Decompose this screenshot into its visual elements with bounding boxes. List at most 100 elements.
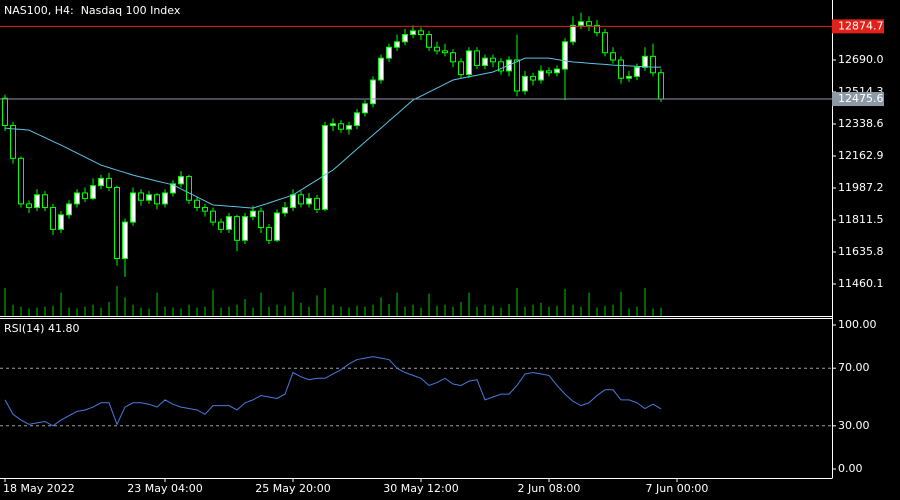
y-tick-label: 11987.2: [838, 181, 884, 194]
candle-body: [410, 30, 416, 35]
candle-body: [434, 46, 440, 52]
y-tick-label: 11460.1: [838, 277, 884, 290]
candle-body: [290, 194, 296, 209]
y-tick-label: 12338.6: [838, 117, 884, 130]
x-tick-label: 18 May 2022: [3, 482, 75, 495]
candle-body: [466, 50, 472, 76]
candle-body: [530, 75, 536, 81]
price-level-label: 12874.7: [838, 19, 884, 32]
moving-average: [4, 57, 661, 209]
candle-body: [10, 125, 16, 159]
candle-body: [258, 210, 264, 229]
candle-body: [498, 61, 504, 72]
candle-body: [106, 177, 112, 188]
candle-body: [354, 112, 360, 127]
candle-body: [426, 33, 432, 48]
x-tick-label: 30 May 12:00: [383, 482, 458, 495]
candle-body: [218, 221, 224, 230]
candle-body: [186, 176, 192, 201]
candle-body: [658, 72, 664, 100]
y-tick-label: 0.00: [838, 462, 863, 475]
candle-body: [618, 59, 624, 79]
candle-body: [250, 210, 256, 218]
candle-body: [322, 125, 328, 210]
candle-body: [234, 216, 240, 241]
price-level-label: 12475.6: [838, 92, 884, 105]
candle-body: [402, 33, 408, 43]
candle-body: [610, 52, 616, 61]
candle-body: [122, 221, 128, 260]
candle-body: [162, 192, 168, 205]
candle-body: [90, 185, 96, 199]
candle-body: [154, 194, 160, 205]
y-tick-label: 100.00: [838, 318, 877, 331]
x-tick-label: 25 May 20:00: [255, 482, 330, 495]
candle-body: [442, 50, 448, 54]
y-tick-label: 11811.5: [838, 213, 884, 226]
candle-body: [554, 68, 560, 74]
candle-body: [98, 177, 104, 187]
candle-body: [266, 227, 272, 241]
candle-body: [338, 123, 344, 130]
candle-body: [586, 21, 592, 26]
candle-body: [194, 199, 200, 209]
candle-body: [370, 79, 376, 105]
candle-body: [626, 75, 632, 79]
candle-body: [210, 210, 216, 223]
candle-body: [50, 207, 56, 230]
y-tick-label: 30.00: [838, 419, 870, 432]
candle-body: [538, 70, 544, 81]
candle-body: [346, 125, 352, 130]
y-tick-label: 70.00: [838, 361, 870, 374]
candle-body: [58, 214, 64, 230]
candle-body: [146, 194, 152, 201]
y-tick-label: 12162.9: [838, 149, 884, 162]
rsi-line: [4, 356, 662, 427]
candle-body: [570, 24, 576, 43]
candle-body: [490, 57, 496, 63]
price-level-box: [832, 92, 884, 107]
candle-body: [226, 216, 232, 230]
candle-body: [130, 192, 136, 223]
candle-body: [274, 212, 280, 241]
candle-body: [42, 194, 48, 209]
y-tick-label: 12690.0: [838, 53, 884, 66]
candle-body: [474, 50, 480, 66]
candle-body: [450, 52, 456, 63]
candle-body: [458, 61, 464, 76]
price-level-box: [832, 19, 884, 34]
candle-body: [386, 46, 392, 59]
candle-body: [522, 75, 528, 92]
candle-body: [514, 59, 520, 92]
candle-body: [178, 176, 184, 185]
x-tick-label: 7 Jun 00:00: [646, 482, 709, 495]
candle-body: [114, 186, 120, 260]
candle-body: [298, 194, 304, 205]
x-tick-label: 2 Jun 08:00: [518, 482, 581, 495]
candle-body: [634, 66, 640, 77]
candle-body: [602, 32, 608, 54]
candle-body: [482, 57, 488, 66]
candle-body: [138, 192, 144, 201]
candle-body: [562, 41, 568, 70]
candle-body: [170, 183, 176, 194]
candle-body: [642, 55, 648, 68]
x-tick-label: 23 May 04:00: [127, 482, 202, 495]
candle-body: [74, 192, 80, 205]
candle-body: [26, 203, 32, 209]
candle-body: [306, 197, 312, 205]
candle-body: [18, 157, 24, 205]
indicator-title: RSI(14) 41.80: [4, 322, 79, 335]
candle-body: [650, 55, 656, 74]
candle-body: [362, 103, 368, 114]
candle-body: [330, 123, 336, 127]
candle-body: [66, 203, 72, 216]
y-tick-label: 11635.8: [838, 245, 884, 258]
candle-body: [314, 197, 320, 210]
candle-body: [546, 70, 552, 74]
candle-body: [378, 57, 384, 81]
candle-body: [82, 192, 88, 199]
candle-body: [202, 207, 208, 212]
